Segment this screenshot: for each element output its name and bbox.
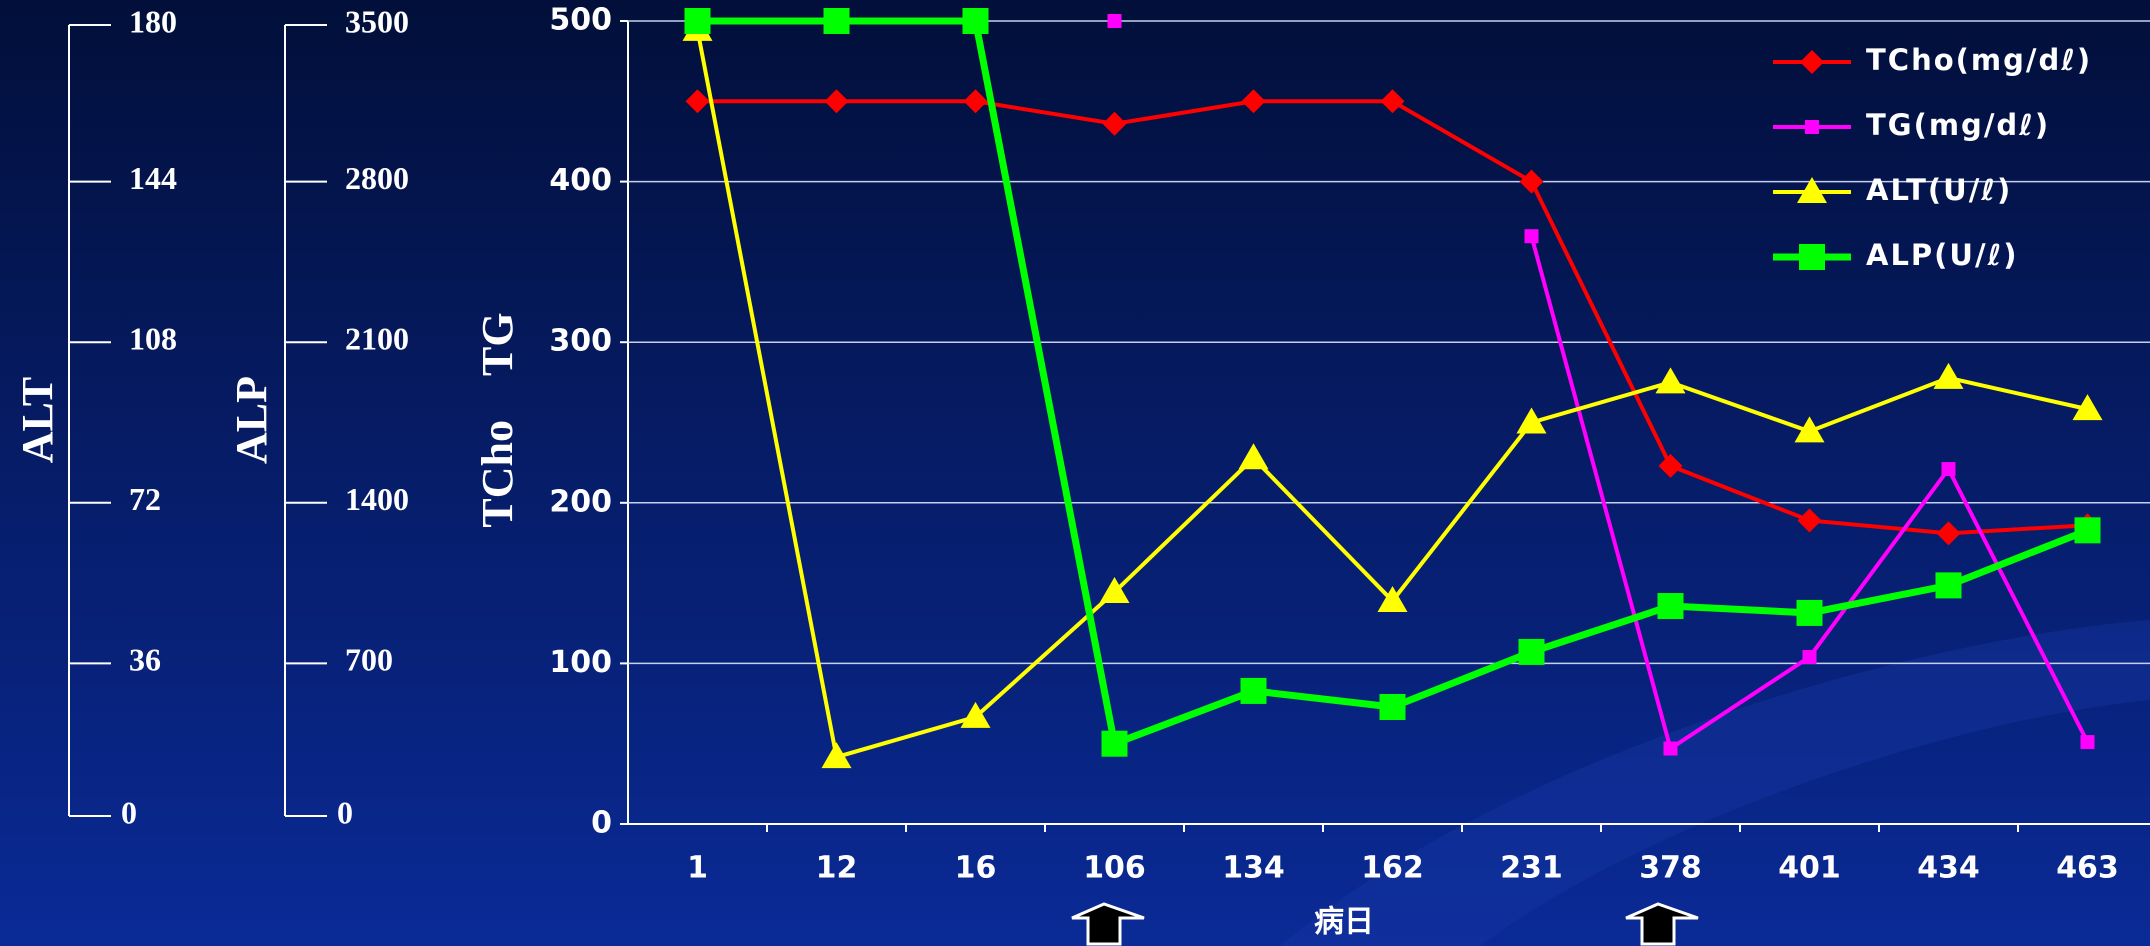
alt-axis-label: ALT: [13, 377, 62, 463]
marker: [685, 89, 710, 114]
alt-tick-label: 108: [129, 321, 177, 357]
marker: [1657, 593, 1684, 620]
marker: [1518, 638, 1545, 665]
x-tick-label: 378: [1639, 851, 1702, 886]
marker: [1516, 407, 1547, 434]
marker: [2080, 735, 2095, 750]
legend-marker: [1797, 177, 1827, 203]
marker: [1655, 367, 1686, 394]
marker: [821, 742, 852, 769]
x-axis-label: 病日: [1314, 905, 1374, 940]
alp-tick-label: 700: [345, 642, 393, 678]
marker: [1241, 89, 1266, 114]
y-tick-label: 100: [549, 645, 612, 680]
marker: [963, 89, 988, 114]
y-tick-label: 400: [549, 163, 612, 198]
alt-tick-label: 0: [121, 794, 137, 830]
legend-label: ALT(U/ℓ): [1866, 173, 2012, 207]
legend-marker: [1800, 50, 1824, 74]
alp-tick-label: 2100: [345, 321, 409, 357]
marker: [2072, 394, 2103, 421]
marker: [1102, 111, 1127, 136]
x-tick-label: 1: [687, 851, 708, 886]
marker: [1099, 577, 1130, 604]
marker: [1794, 416, 1825, 443]
legend-label: TG(mg/dℓ): [1866, 108, 2050, 142]
marker: [2074, 517, 2101, 544]
marker: [1936, 521, 1961, 546]
marker: [960, 701, 991, 728]
marker: [1933, 362, 1964, 389]
y-tick-label: 500: [549, 3, 612, 38]
marker: [1524, 229, 1539, 244]
marker: [823, 8, 850, 34]
marker: [1797, 508, 1822, 533]
y-axis-label: TCho TG: [473, 312, 522, 527]
alp-tick-label: 0: [337, 794, 353, 830]
legend-label: TCho(mg/dℓ): [1866, 43, 2092, 77]
marker: [1663, 741, 1678, 756]
marker: [824, 89, 849, 114]
alt-tick-label: 72: [129, 481, 161, 517]
x-tick-label: 134: [1222, 851, 1285, 886]
legend-marker: [1805, 120, 1819, 134]
marker: [1935, 572, 1962, 599]
x-tick-label: 16: [955, 851, 997, 886]
y-tick-label: 200: [549, 484, 612, 519]
swoosh: [1280, 620, 2150, 946]
marker: [1380, 89, 1405, 114]
alp-tick-label: 3500: [345, 3, 409, 39]
y-tick-label: 300: [549, 324, 612, 359]
marker: [1796, 599, 1823, 626]
y-tick-label: 0: [591, 806, 612, 841]
arrow: [1625, 902, 1699, 946]
marker: [684, 8, 711, 34]
x-tick-label: 12: [816, 851, 858, 886]
x-tick-label: 401: [1778, 851, 1841, 886]
alp-tick-label: 1400: [345, 481, 409, 517]
marker: [1519, 169, 1544, 194]
marker: [1101, 730, 1128, 757]
marker: [1941, 462, 1956, 477]
alp-axis-label: ALP: [227, 376, 276, 464]
alt-tick-label: 36: [129, 642, 161, 678]
x-tick-label: 463: [2056, 851, 2119, 886]
marker: [962, 8, 989, 34]
alt-tick-label: 144: [129, 160, 177, 196]
marker: [1377, 585, 1408, 612]
marker: [1238, 443, 1269, 470]
x-tick-label: 162: [1361, 851, 1424, 886]
legend-label: ALP(U/ℓ): [1866, 238, 2019, 272]
marker: [1379, 693, 1406, 720]
alt-tick-label: 180: [129, 3, 177, 39]
alp-tick-label: 2800: [345, 160, 409, 196]
marker: [1107, 14, 1122, 28]
legend-marker: [1799, 244, 1825, 270]
x-tick-label: 231: [1500, 851, 1563, 886]
x-tick-label: 434: [1917, 851, 1980, 886]
marker: [1658, 453, 1683, 478]
marker: [1802, 649, 1817, 664]
marker: [1240, 677, 1267, 704]
x-tick-label: 106: [1083, 851, 1146, 886]
arrow: [1071, 902, 1145, 946]
